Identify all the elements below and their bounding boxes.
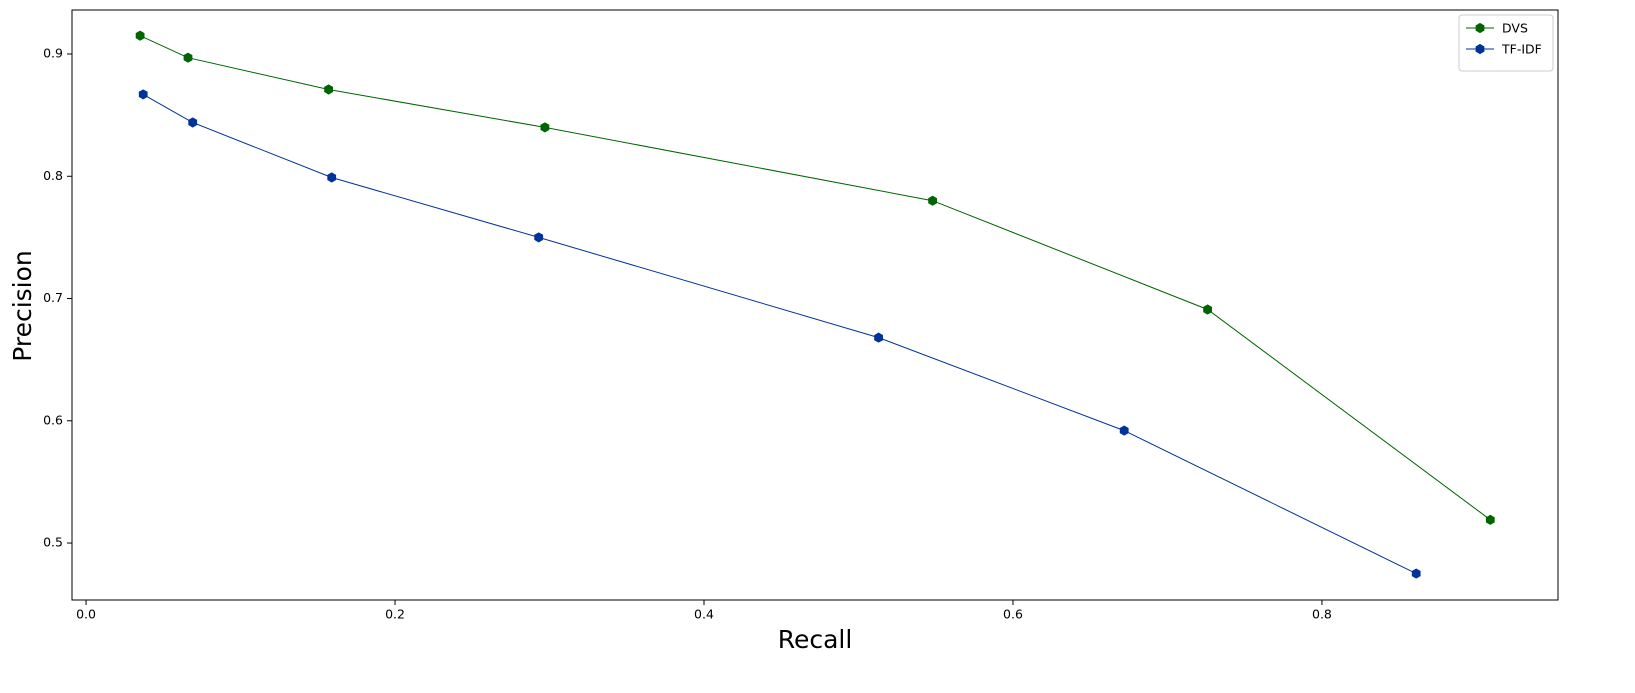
data-point [135,30,145,41]
legend-label: DVS [1502,21,1528,36]
y-tick-label: 0.6 [43,412,63,427]
y-tick-label: 0.9 [43,46,63,61]
y-tick-label: 0.5 [43,535,63,550]
legend-label: TF-IDF [1501,42,1542,57]
data-point [1411,568,1421,579]
x-axis-title: Recall [778,625,853,654]
data-point [327,172,337,183]
legend: DVS TF-IDF [1458,14,1554,72]
data-point [534,232,544,243]
legend-marker [1475,22,1485,34]
legend-marker [1475,43,1485,55]
x-tick-label: 0.0 [76,607,96,622]
data-point [1485,514,1495,525]
data-point [540,122,550,133]
series-line [139,35,1491,521]
y-tick-label: 0.8 [43,168,63,183]
x-tick-label: 0.2 [385,607,405,622]
x-tick-label: 0.8 [1312,607,1332,622]
data-point [183,52,193,63]
x-tick-label: 0.6 [1003,607,1023,622]
data-point [138,89,148,100]
data-point [928,195,937,206]
data-point [188,117,198,128]
series-line [142,93,1417,575]
data-point [1119,425,1129,436]
plot-frame [71,9,1559,601]
x-tick-label: 0.4 [694,607,714,622]
data-point [1203,304,1212,315]
y-axis-title: Precision [8,250,37,362]
data-point [324,84,333,95]
y-tick-label: 0.7 [43,290,63,305]
data-point [874,332,883,343]
